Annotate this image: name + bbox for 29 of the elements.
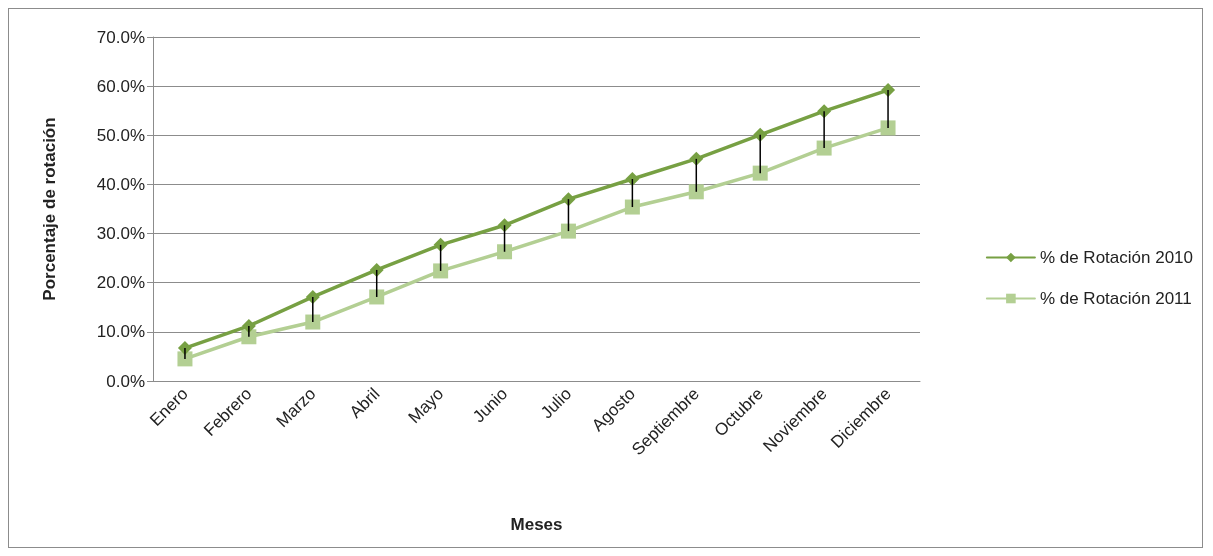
point <box>624 199 640 215</box>
y-tick-label: 50.0% <box>96 125 145 145</box>
point <box>561 192 576 207</box>
point <box>433 263 449 279</box>
x-tick-label: Julio <box>537 384 576 423</box>
point <box>497 244 513 260</box>
y-tick-label: 40.0% <box>96 174 145 194</box>
y-tick-label: 70.0% <box>96 27 145 47</box>
point <box>880 120 896 136</box>
point <box>560 223 576 239</box>
point <box>688 184 704 200</box>
legend-label: % de Rotación 2010 <box>1039 248 1193 267</box>
y-tick-label: 30.0% <box>96 224 145 244</box>
legend-label: % de Rotación 2011 <box>1039 289 1192 308</box>
y-axis-title: Porcentaje de rotación <box>40 117 59 301</box>
x-axis-title: Meses <box>510 515 563 534</box>
y-tick-label: 20.0% <box>96 273 145 293</box>
y-tick-label: 10.0% <box>96 322 145 342</box>
point <box>369 262 384 277</box>
y-tick-label: 0.0% <box>106 371 145 391</box>
point <box>305 314 321 330</box>
point <box>816 140 832 156</box>
point <box>689 151 704 166</box>
point <box>497 218 512 233</box>
point <box>625 172 640 187</box>
point <box>752 165 768 181</box>
y-tick-label: 60.0% <box>96 76 145 96</box>
point <box>433 237 448 252</box>
point <box>369 289 385 305</box>
